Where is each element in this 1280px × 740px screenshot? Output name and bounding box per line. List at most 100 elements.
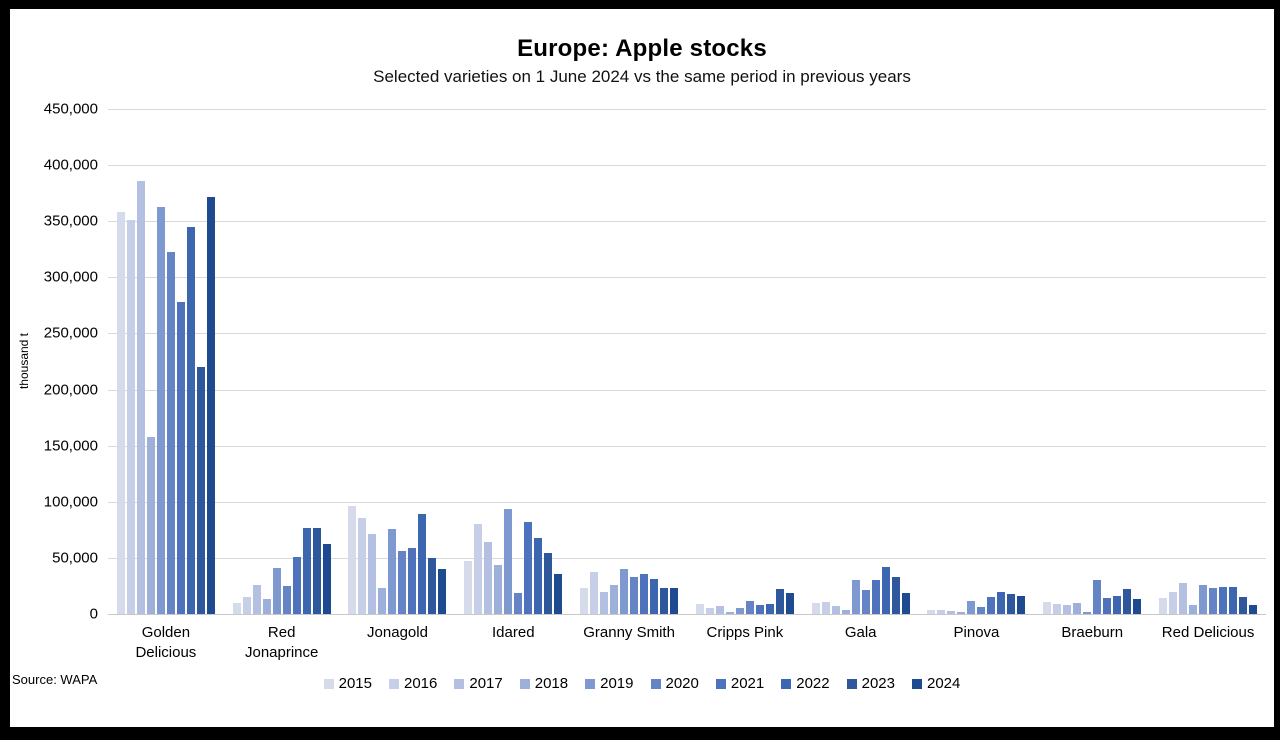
gridline <box>108 221 1266 223</box>
legend-swatch <box>519 678 530 689</box>
bar <box>831 606 840 614</box>
bar <box>901 592 910 614</box>
bar <box>242 597 251 614</box>
bar-group <box>224 109 340 614</box>
legend-item: 2019 <box>585 675 634 692</box>
x-category-label: Cripps Pink <box>706 624 784 641</box>
y-tick-label: 200,000 <box>43 381 98 399</box>
bar <box>725 611 734 614</box>
bar <box>1159 598 1168 614</box>
y-tick-label: 150,000 <box>43 437 98 455</box>
bar <box>368 534 377 614</box>
bar <box>755 605 764 614</box>
legend-label: 2018 <box>534 675 569 692</box>
y-tick-label: 50,000 <box>52 549 98 567</box>
bar <box>765 603 774 614</box>
bar <box>1093 580 1102 614</box>
x-category-label: Red Delicious <box>1161 624 1255 641</box>
legend-item: 2021 <box>715 675 764 692</box>
gridline <box>108 109 1266 110</box>
x-axis-labels: Golden Delicious Red Jonaprince Jonagold Id… <box>108 614 1266 662</box>
x-category-label: Gala <box>844 624 877 641</box>
bar <box>811 602 820 614</box>
bar <box>292 556 301 614</box>
bar <box>418 514 427 614</box>
y-tick-label: 350,000 <box>43 212 98 230</box>
bar <box>272 568 281 614</box>
bar <box>1169 591 1178 614</box>
bar <box>735 608 744 614</box>
bar <box>136 180 145 614</box>
bar <box>156 206 165 614</box>
y-tick-label: 250,000 <box>43 324 98 342</box>
bar <box>1229 587 1238 614</box>
legend-swatch <box>454 678 465 689</box>
chart-canvas: Europe: Apple stocks Selected varieties … <box>10 9 1274 727</box>
bar-group <box>919 109 1035 614</box>
bar <box>775 589 784 614</box>
gridline <box>108 333 1266 335</box>
bar <box>358 517 367 614</box>
bar <box>348 506 357 614</box>
bar <box>176 302 185 614</box>
y-tick-label: 300,000 <box>43 268 98 286</box>
legend-swatch <box>912 678 922 689</box>
y-tick-label: 400,000 <box>43 156 98 174</box>
bar <box>1113 596 1122 614</box>
bar <box>494 564 503 614</box>
bar <box>670 588 679 614</box>
bar <box>1199 584 1208 614</box>
bar <box>252 584 261 614</box>
bar <box>1017 596 1026 614</box>
bar <box>1209 588 1218 614</box>
x-category-label: Golden Delicious <box>135 624 197 661</box>
bar <box>987 597 996 614</box>
bar <box>388 528 397 614</box>
bar <box>1063 605 1072 614</box>
legend-swatch <box>846 678 857 689</box>
bar <box>745 600 754 614</box>
bar <box>166 251 175 614</box>
bar <box>232 602 241 614</box>
bar <box>937 609 946 614</box>
bar <box>1123 589 1132 614</box>
gridline <box>108 557 1266 559</box>
legend-label: 2019 <box>600 675 634 692</box>
bar <box>464 561 473 614</box>
bar <box>610 584 619 614</box>
x-category-label: Jonagold <box>367 624 428 641</box>
legend-item: 2020 <box>650 675 699 692</box>
bar <box>312 527 321 614</box>
bar-group <box>108 109 224 614</box>
bar <box>262 599 271 614</box>
bar <box>398 551 407 614</box>
legend-label: 2023 <box>861 675 895 692</box>
bar <box>186 226 195 614</box>
chart-title: Europe: Apple stocks <box>517 35 767 62</box>
bar <box>997 591 1006 614</box>
bar <box>206 196 215 614</box>
gridline <box>108 165 1266 167</box>
x-category-label: Red Jonaprince <box>244 624 319 661</box>
bar <box>1043 601 1052 614</box>
x-category-label: Pinova <box>953 624 1000 641</box>
bar <box>1239 597 1248 614</box>
bar <box>650 579 659 614</box>
bar <box>881 566 890 614</box>
bar <box>322 544 331 614</box>
bar <box>428 557 437 614</box>
source-note: Source: WAPA <box>12 672 98 687</box>
bar <box>484 542 493 614</box>
bar <box>1007 593 1016 614</box>
legend-label: 2024 <box>927 675 961 692</box>
legend-swatch <box>585 678 596 689</box>
bar <box>408 547 417 614</box>
legend-item: 2018 <box>519 675 569 692</box>
y-axis-title: thousand t <box>17 332 31 390</box>
chart-subtitle: Selected varieties on 1 June 2024 vs the… <box>373 67 911 86</box>
legend-label: 2022 <box>796 675 830 692</box>
bar <box>640 573 649 614</box>
gridline <box>108 277 1266 279</box>
bar <box>821 601 830 614</box>
